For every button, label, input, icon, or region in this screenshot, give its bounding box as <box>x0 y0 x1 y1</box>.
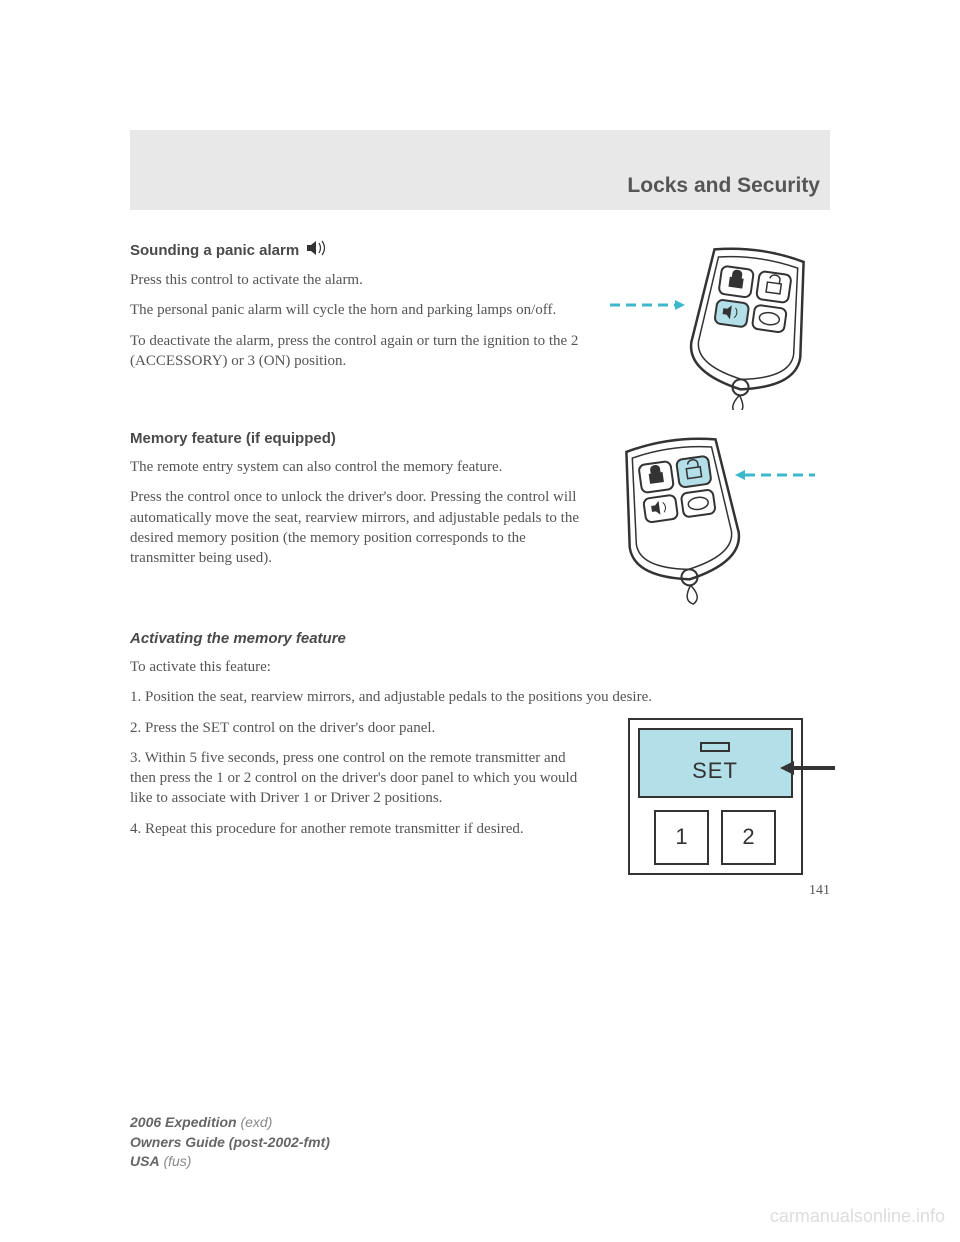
heading-activating: Activating the memory feature <box>130 630 830 647</box>
heading-panic-alarm-text: Sounding a panic alarm <box>130 242 299 259</box>
watermark: carmanualsonline.info <box>770 1206 945 1227</box>
page-number: 141 <box>130 883 830 899</box>
memory-p1: The remote entry system can also control… <box>130 457 580 477</box>
panic-p2: The personal panic alarm will cycle the … <box>130 300 580 320</box>
footer-region: USA <box>130 1153 160 1169</box>
memory-button-2: 2 <box>721 810 776 865</box>
activating-step3: 3. Within 5 five seconds, press one cont… <box>130 748 580 809</box>
section-memory-feature: Memory feature (if equipped) The remote … <box>130 430 830 610</box>
activating-step1: 1. Position the seat, rearview mirrors, … <box>130 687 830 707</box>
footer: 2006 Expedition (exd) Owners Guide (post… <box>130 1113 330 1172</box>
footer-code1: (exd) <box>240 1114 272 1130</box>
activating-intro: To activate this feature: <box>130 657 830 677</box>
memory-button-1: 1 <box>654 810 709 865</box>
set-panel-illustration: SET 1 2 <box>628 718 803 875</box>
page-title: Locks and Security <box>627 174 820 198</box>
speaker-icon <box>307 240 329 260</box>
set-label: SET <box>692 758 738 784</box>
header-bar: Locks and Security <box>130 130 830 210</box>
remote-fob-panic-illustration <box>600 240 830 410</box>
set-indicator <box>700 742 730 752</box>
memory-p2: Press the control once to unlock the dri… <box>130 487 580 568</box>
heading-memory: Memory feature (if equipped) <box>130 430 580 447</box>
footer-vehicle: 2006 Expedition <box>130 1114 237 1130</box>
panic-p1: Press this control to activate the alarm… <box>130 270 580 290</box>
arrow-icon <box>780 758 835 778</box>
footer-code2: (fus) <box>163 1153 191 1169</box>
activating-step4: 4. Repeat this procedure for another rem… <box>130 819 580 839</box>
panic-p3: To deactivate the alarm, press the contr… <box>130 331 580 372</box>
set-button: SET <box>638 728 793 798</box>
section-panic-alarm: Sounding a panic alarm Press this contro… <box>130 240 830 410</box>
activating-step2: 2. Press the SET control on the driver's… <box>130 718 580 738</box>
footer-guide: Owners Guide (post-2002-fmt) <box>130 1134 330 1150</box>
heading-panic-alarm: Sounding a panic alarm <box>130 240 580 260</box>
remote-fob-unlock-illustration <box>600 430 830 610</box>
section-activating-memory: Activating the memory feature To activat… <box>130 630 830 875</box>
